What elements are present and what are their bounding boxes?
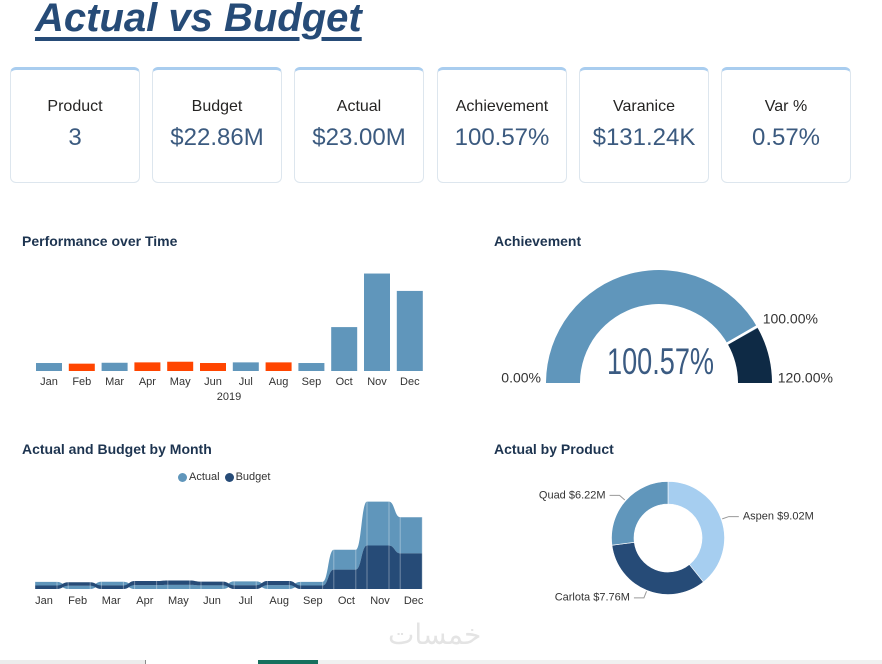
- x-tick-label: Nov: [370, 595, 390, 607]
- page-tab[interactable]: [0, 660, 145, 664]
- bar-jan[interactable]: [36, 363, 62, 371]
- x-tick-label: Sep: [302, 376, 322, 388]
- bar-may[interactable]: [167, 361, 194, 371]
- x-tick-label: Sep: [303, 595, 323, 607]
- ribbon-actual[interactable]: [35, 501, 423, 589]
- ribbon-budget[interactable]: [35, 545, 423, 590]
- watermark-logo: خمسات: [388, 618, 482, 651]
- gauge-target-marker: [725, 324, 759, 346]
- x-tick-label: Feb: [68, 595, 87, 607]
- kpi-value: 3: [68, 124, 82, 151]
- x-tick-label: Jun: [204, 376, 222, 388]
- bar-aug[interactable]: [265, 362, 292, 371]
- page-tab-divider: [145, 660, 146, 664]
- page-tab[interactable]: [146, 660, 258, 664]
- data-label-aspen: Aspen $9.02M: [743, 510, 814, 522]
- x-tick-label: Mar: [102, 595, 121, 607]
- performance-chart-title: Performance over Time: [22, 233, 178, 249]
- x-tick-label: Dec: [400, 376, 420, 388]
- kpi-card-product: Product 3: [10, 67, 140, 183]
- kpi-card-achievement: Achievement 100.57%: [437, 67, 567, 183]
- leader-line: [722, 516, 739, 520]
- kpi-card-actual: Actual $23.00M: [294, 67, 424, 183]
- donut-chart-title: Actual by Product: [494, 441, 614, 457]
- x-tick-label: May: [168, 595, 189, 607]
- leader-line: [609, 494, 626, 501]
- gauge-remaining-arc[interactable]: [727, 327, 772, 383]
- achievement-chart-title: Achievement: [494, 233, 582, 249]
- gauge-min-label: 0.00%: [501, 370, 541, 386]
- x-tick-label: Oct: [336, 376, 353, 388]
- gauge-max-label: 120.00%: [778, 370, 833, 386]
- page-tab-active[interactable]: [258, 660, 318, 664]
- bar-jun[interactable]: [200, 363, 226, 371]
- kpi-value: $131.24K: [592, 124, 696, 151]
- leader-line: [633, 591, 648, 599]
- x-tick-label: Mar: [105, 376, 124, 388]
- bar-oct[interactable]: [331, 327, 358, 371]
- gauge-value-label: 100.57%: [607, 341, 714, 382]
- actual-by-product-donut: Aspen $9.02M Carlota $7.76M Quad $6.22M: [539, 481, 814, 604]
- x-tick-label: Jan: [35, 595, 53, 607]
- kpi-value: 100.57%: [454, 124, 550, 151]
- donut-slice-carlota[interactable]: [611, 542, 704, 595]
- kpi-card-budget: Budget $22.86M: [152, 67, 282, 183]
- x-tick-label: Jan: [40, 376, 58, 388]
- data-label-quad: Quad $6.22M: [539, 489, 606, 501]
- legend-item-budget[interactable]: Budget: [224, 471, 271, 483]
- kpi-card-variance: Varanice $131.24K: [579, 67, 709, 183]
- legend-label-budget: Budget: [235, 471, 271, 483]
- bar-apr[interactable]: [134, 362, 161, 371]
- legend-item-actual[interactable]: Actual: [178, 471, 220, 483]
- kpi-label: Product: [47, 98, 103, 115]
- kpi-label: Achievement: [455, 98, 549, 115]
- legend-label-actual: Actual: [189, 471, 220, 483]
- x-axis-label-year: 2019: [217, 391, 241, 403]
- page-tab-bar: [0, 660, 882, 664]
- bar-feb[interactable]: [68, 363, 95, 371]
- kpi-label: Actual: [336, 98, 382, 115]
- legend-dot-budget: [224, 472, 234, 482]
- kpi-label: Varanice: [613, 98, 675, 115]
- x-tick-label: Aug: [269, 595, 289, 607]
- x-tick-label: May: [170, 376, 191, 388]
- gauge-value-arc[interactable]: [546, 270, 758, 383]
- data-label-carlota: Carlota $7.76M: [555, 592, 630, 604]
- bar-nov[interactable]: [364, 273, 390, 371]
- kpi-label: Budget: [191, 98, 243, 115]
- actual-budget-ribbon-chart: Jan Feb Mar Apr May Jun Jul Aug Sep Oct Nov Dec: [34, 501, 424, 607]
- page-title: Actual vs Budget: [35, 0, 362, 40]
- ribbon-chart-title: Actual and Budget by Month: [22, 441, 212, 457]
- achievement-gauge: 0.00% 120.00% 100.00% 100.57%: [501, 270, 833, 386]
- bar-jul[interactable]: [232, 362, 259, 371]
- x-tick-label: Jun: [203, 595, 221, 607]
- bar-sep[interactable]: [298, 363, 325, 371]
- bar-mar[interactable]: [101, 362, 128, 371]
- ribbon-legend: Actual Budget: [178, 471, 270, 483]
- kpi-value: $23.00M: [312, 124, 406, 151]
- performance-bar-chart: Jan Feb Mar Apr May Jun Jul Aug Sep Oct Nov Dec 2019: [36, 273, 423, 403]
- x-tick-label: Dec: [404, 595, 424, 607]
- x-tick-label: Feb: [72, 376, 91, 388]
- x-tick-label: Nov: [367, 376, 387, 388]
- x-tick-label: Apr: [136, 595, 153, 607]
- x-tick-label: Apr: [139, 376, 156, 388]
- x-tick-label: Aug: [269, 376, 289, 388]
- gauge-target-label: 100.00%: [763, 311, 818, 327]
- kpi-value: 0.57%: [751, 124, 821, 151]
- x-tick-label: Jul: [239, 376, 253, 388]
- x-tick-label: Oct: [338, 595, 355, 607]
- kpi-label: Var %: [764, 98, 808, 115]
- bar-dec[interactable]: [396, 290, 423, 371]
- legend-dot-actual: [178, 472, 187, 482]
- x-tick-label: Jul: [239, 595, 253, 607]
- donut-slice-aspen[interactable]: [667, 481, 725, 583]
- kpi-value: $22.86M: [170, 124, 264, 151]
- kpi-card-var-percent: Var % 0.57%: [721, 67, 851, 183]
- donut-slice-quad[interactable]: [611, 481, 669, 546]
